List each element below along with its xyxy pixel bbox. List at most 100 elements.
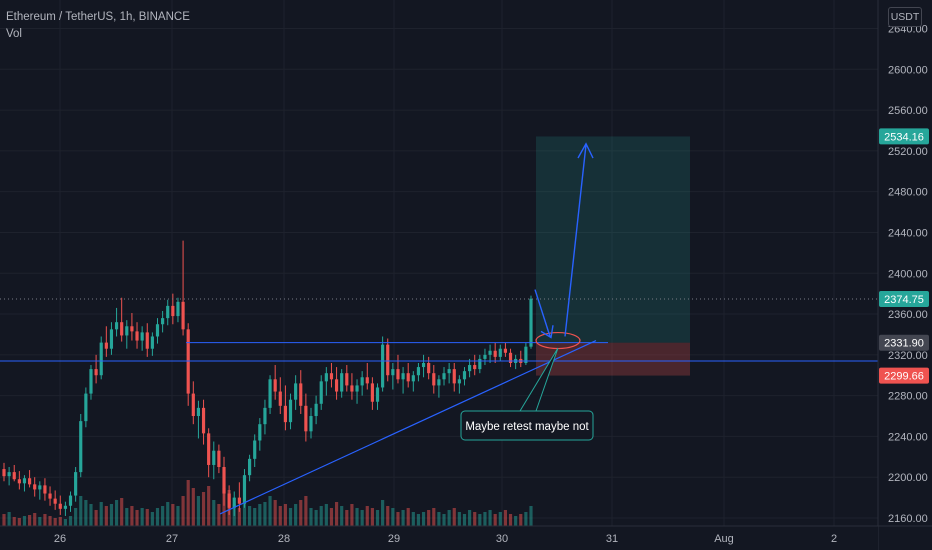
candle-body [196, 407, 201, 417]
volume-bar [7, 512, 11, 526]
chart-grid [0, 0, 878, 526]
time-tick-label: 27 [166, 533, 178, 545]
volume-bar [370, 508, 374, 526]
candle-body [452, 369, 456, 384]
candle-body [329, 373, 334, 380]
long-position-tool[interactable] [536, 136, 690, 376]
candle-body [114, 322, 119, 330]
time-axis-background [0, 526, 878, 550]
candle-body [237, 497, 241, 504]
arrow-up-head[interactable] [577, 142, 594, 159]
price-label-badge [879, 367, 929, 384]
arrow-down-head[interactable] [540, 325, 554, 339]
volume-bar [309, 508, 313, 526]
candle-body [345, 373, 349, 386]
volume-bar [452, 508, 456, 526]
candle-body [38, 485, 42, 490]
callout-box[interactable] [460, 410, 594, 441]
candle-body [355, 385, 359, 392]
volume-bar [416, 514, 421, 526]
candle-body [22, 478, 27, 484]
candle-body [248, 458, 252, 476]
volume-bar [421, 512, 426, 526]
time-axis[interactable]: 26 27 28 29 30 31 Aug 2 [0, 525, 932, 550]
time-tick-label: 29 [388, 533, 400, 545]
volume-bar [33, 513, 37, 526]
volume-bar [155, 508, 160, 526]
candle-body [217, 450, 221, 468]
candle-body [483, 354, 487, 359]
volume-bar [181, 496, 185, 526]
stop-zone[interactable] [536, 342, 690, 376]
candle-body [74, 472, 78, 496]
volume-bar [386, 506, 390, 526]
volume-bar [212, 500, 216, 526]
candle-body [375, 387, 380, 402]
volume-bar [457, 512, 461, 526]
currency-selector[interactable]: USDT [888, 7, 922, 27]
candle-body [191, 393, 195, 417]
candle-body [462, 371, 467, 380]
candle-body [360, 377, 364, 386]
candle-body [58, 503, 62, 509]
volume-bar [99, 502, 103, 526]
arrow-up-line[interactable] [564, 144, 587, 337]
volume-bar [375, 510, 380, 526]
price-axis[interactable]: 2160.00 2200.00 2240.00 2280.00 2320.00 2360.… [877, 0, 932, 550]
annotation-callout[interactable]: Maybe retest maybe not [460, 347, 594, 441]
candle-body [381, 344, 385, 388]
candle-body [109, 329, 114, 349]
price-tick-label: 2160.00 [888, 513, 928, 525]
candle-body [304, 405, 308, 432]
price-tick-label: 2200.00 [888, 472, 928, 484]
ascending-trendline[interactable] [219, 340, 597, 515]
volume-bar [381, 500, 385, 526]
volume-bar [514, 516, 518, 526]
volume-bar [334, 502, 339, 526]
volume-bar [27, 515, 32, 526]
candle-body [145, 332, 149, 349]
volume-bar [161, 506, 165, 526]
candle-body [268, 379, 272, 408]
price-label-badge [879, 128, 929, 145]
candle-body [201, 407, 206, 434]
volume-bar [130, 506, 134, 526]
volume-bar [53, 518, 57, 526]
candle-body [299, 383, 303, 406]
price-tick-label: 2440.00 [888, 227, 928, 239]
candle-body [391, 369, 395, 376]
volume-bar [324, 504, 328, 526]
volume-bar [329, 508, 334, 526]
time-tick-label: 31 [606, 533, 618, 545]
candle-body [7, 472, 11, 477]
price-axis-background [878, 0, 932, 550]
candle-body [166, 305, 170, 319]
volume-bar [196, 496, 201, 526]
target-zone[interactable] [536, 136, 690, 343]
symbol-title[interactable]: Ethereum / TetherUS, 1h, BINANCE [6, 11, 190, 23]
callout-pointer[interactable] [519, 347, 559, 412]
candle-body [207, 433, 211, 465]
candle-body [181, 301, 185, 330]
volume-bar [237, 508, 241, 526]
candle-body [324, 373, 328, 382]
volume-bar [508, 514, 513, 526]
candle-body [478, 358, 482, 370]
candle-body [294, 383, 298, 400]
candle-body [524, 346, 528, 363]
volume-bar [58, 517, 62, 526]
candle-body [473, 365, 477, 370]
arrow-down-line[interactable] [534, 289, 551, 337]
price-label-text: 2534.16 [884, 131, 924, 143]
volume-bar [63, 519, 67, 526]
volume-indicator-label[interactable]: Vol [6, 28, 22, 40]
time-tick-label: 26 [54, 533, 66, 545]
volume-bar [140, 508, 144, 526]
price-tick-label: 2480.00 [888, 187, 928, 199]
price-label-badge [879, 290, 929, 307]
drawings[interactable] [0, 142, 878, 515]
volume-bar [125, 508, 129, 526]
candle-body [457, 379, 461, 384]
candle-body [386, 344, 390, 376]
